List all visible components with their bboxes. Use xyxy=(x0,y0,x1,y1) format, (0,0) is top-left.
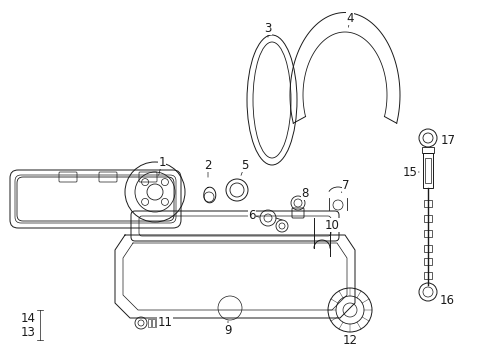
Text: 15: 15 xyxy=(402,166,417,179)
Text: 1: 1 xyxy=(158,156,165,168)
Text: 9: 9 xyxy=(224,324,231,337)
Bar xyxy=(422,153,432,188)
Bar xyxy=(421,147,433,153)
Text: 4: 4 xyxy=(346,12,353,24)
Text: 10: 10 xyxy=(324,219,339,231)
Text: 3: 3 xyxy=(264,22,271,35)
Bar xyxy=(423,245,431,252)
Text: 7: 7 xyxy=(342,179,349,192)
Bar xyxy=(423,230,431,237)
Text: 12: 12 xyxy=(342,333,357,346)
Text: 5: 5 xyxy=(241,158,248,171)
Text: 17: 17 xyxy=(440,134,454,147)
Bar xyxy=(423,272,431,279)
Bar xyxy=(423,215,431,222)
Bar xyxy=(423,258,431,265)
Bar xyxy=(148,319,151,327)
Text: 13: 13 xyxy=(20,327,35,339)
Text: 16: 16 xyxy=(439,293,453,306)
Bar xyxy=(152,319,155,327)
Text: 6: 6 xyxy=(248,208,255,221)
Text: 8: 8 xyxy=(301,186,308,199)
Bar xyxy=(423,200,431,207)
Text: 14: 14 xyxy=(20,311,36,324)
Bar xyxy=(424,158,430,183)
Text: 2: 2 xyxy=(204,158,211,171)
Text: 11: 11 xyxy=(157,316,172,329)
Bar xyxy=(160,319,163,327)
Bar xyxy=(156,319,159,327)
